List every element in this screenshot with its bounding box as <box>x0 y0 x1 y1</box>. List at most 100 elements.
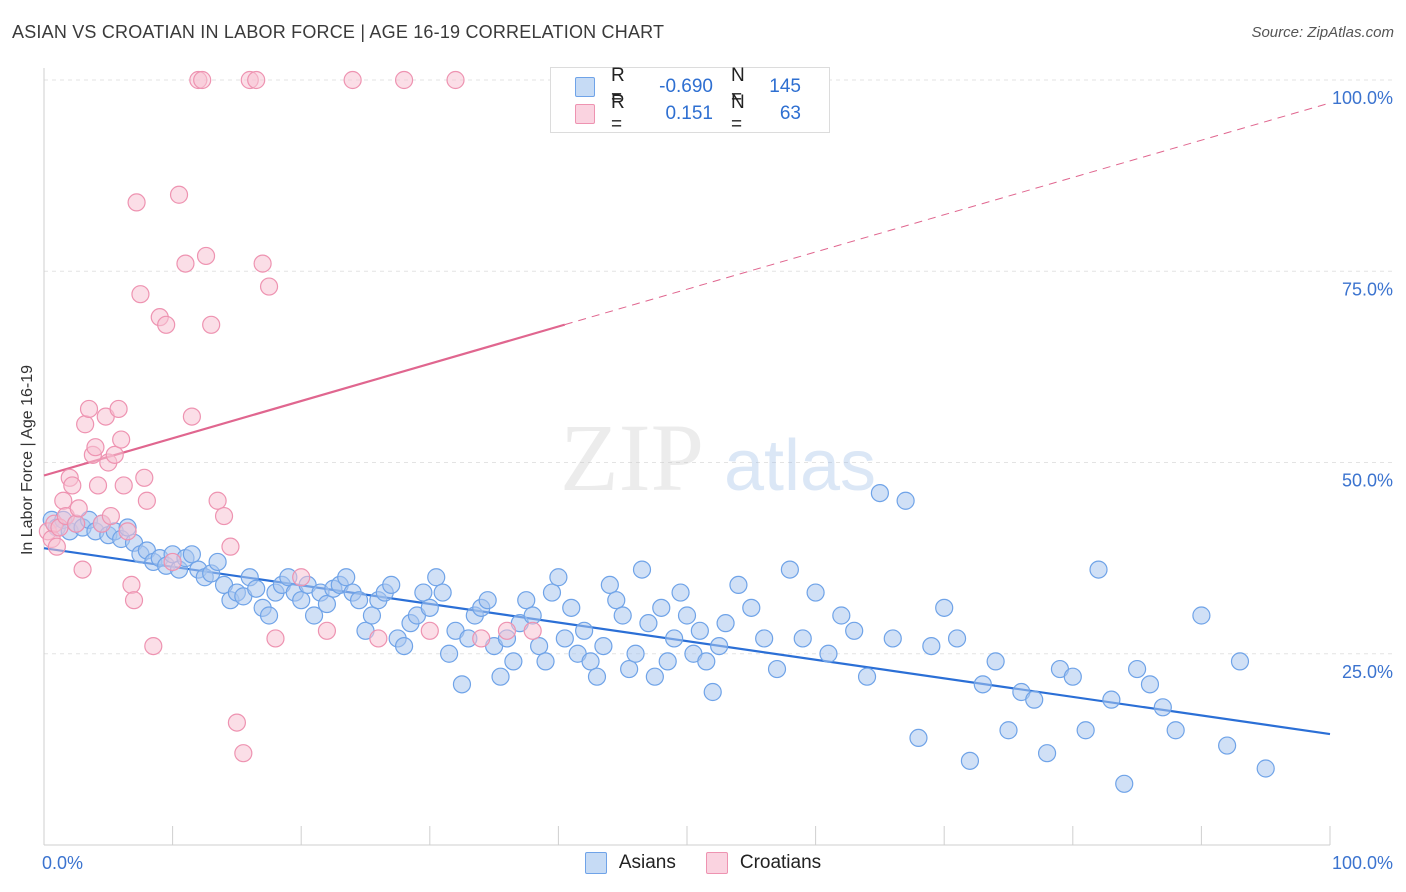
asian-point <box>600 575 619 595</box>
asian-point <box>613 606 632 625</box>
asian-point <box>549 568 568 587</box>
asian-point <box>1256 759 1275 778</box>
asian-swatch <box>575 77 595 97</box>
croatian-point <box>202 315 221 334</box>
asian-point <box>247 579 266 598</box>
croatian-point <box>118 522 137 541</box>
asian-point <box>986 652 1005 671</box>
croatian-point <box>63 476 82 495</box>
asian-point <box>1076 721 1095 740</box>
n-label: N = <box>731 92 745 135</box>
watermark-zip: ZIP <box>560 404 704 511</box>
y-axis-label: In Labor Force | Age 16-19 <box>19 364 36 556</box>
asian-point <box>652 598 671 617</box>
asian-point <box>581 652 600 671</box>
croatian-point <box>54 491 73 510</box>
r-label: R = <box>611 92 625 135</box>
croatian-point <box>109 399 128 419</box>
n-value: 63 <box>779 103 801 124</box>
asian-point <box>645 667 664 686</box>
n-value: 145 <box>769 76 801 97</box>
croatian-point <box>193 70 212 90</box>
asian-point <box>780 560 799 579</box>
points <box>38 70 1275 793</box>
croatian-point <box>122 575 141 595</box>
croatian-point <box>73 560 92 579</box>
asians-label: Asians <box>618 852 676 873</box>
asian-point <box>433 583 452 602</box>
croatian-point <box>247 70 266 90</box>
asian-point <box>845 621 864 640</box>
axes <box>43 68 1331 846</box>
croatian-point <box>163 552 182 572</box>
croatian-point <box>446 70 465 90</box>
asian-point <box>703 682 722 702</box>
asian-point <box>742 598 761 617</box>
croatian-point <box>394 70 414 90</box>
asian-point <box>710 636 729 656</box>
croatian-point <box>47 537 66 556</box>
asian-point <box>671 583 690 602</box>
legend-item-croatians[interactable]: Croatians <box>705 852 821 874</box>
asian-point <box>394 636 414 656</box>
croatian-point <box>472 629 491 648</box>
watermark-atlas: atlas <box>724 426 876 506</box>
asian-point <box>960 751 980 770</box>
asian-point <box>362 606 382 625</box>
croatian-point <box>101 506 120 526</box>
asian-point <box>697 652 716 671</box>
croatian-swatch <box>575 104 595 124</box>
asian-point <box>478 591 497 610</box>
asian-point <box>665 629 684 648</box>
croatian-point <box>227 713 246 732</box>
legend-item-asians[interactable]: Asians <box>584 852 676 874</box>
croatian-point <box>343 70 362 90</box>
croatian-point <box>124 591 144 610</box>
asian-point <box>594 636 613 656</box>
croatians-swatch <box>705 852 728 874</box>
asian-point <box>349 591 369 610</box>
asian-point <box>1230 652 1250 671</box>
croatian-point <box>253 254 272 273</box>
asian-point <box>1218 736 1237 755</box>
croatian-point <box>266 629 285 648</box>
n-label: N = <box>731 65 745 108</box>
asian-point <box>716 614 735 633</box>
croatian-point <box>79 399 99 419</box>
asian-point <box>1025 690 1044 709</box>
y-tick-label: 75.0% <box>1342 279 1393 299</box>
asian-point <box>382 575 401 595</box>
croatian-point <box>76 415 95 434</box>
y-tick-label: 100.0% <box>1332 88 1393 108</box>
croatian-point <box>144 636 163 656</box>
asian-point <box>452 675 472 694</box>
croatian-point <box>214 506 234 526</box>
asian-point <box>1089 560 1108 579</box>
croatian-point <box>67 514 86 533</box>
asian-point <box>896 491 915 510</box>
x-tick-label: 100.0% <box>1332 853 1393 873</box>
asian-point <box>677 606 697 625</box>
croatian-point <box>523 621 542 640</box>
asian-point <box>1102 690 1121 709</box>
croatian-point <box>182 407 201 426</box>
asian-point <box>870 484 890 503</box>
asian-point <box>555 629 574 648</box>
y-tick-label: 50.0% <box>1342 471 1393 491</box>
croatian-point <box>86 438 105 457</box>
watermark: ZIP atlas <box>560 404 876 511</box>
x-tick-label: 0.0% <box>42 853 83 873</box>
asian-point <box>1140 675 1160 694</box>
croatian-trend-line <box>43 323 566 477</box>
croatian-point <box>317 621 337 640</box>
croatian-point <box>234 744 253 763</box>
croatian-point <box>135 468 154 487</box>
series-legend: Asians Croatians <box>0 852 1406 874</box>
croatian-point <box>169 185 189 204</box>
croatian-point <box>497 621 517 640</box>
asian-point <box>420 598 439 617</box>
asians-swatch <box>584 852 607 874</box>
asian-point <box>973 675 992 694</box>
r-label: R = <box>611 65 625 108</box>
